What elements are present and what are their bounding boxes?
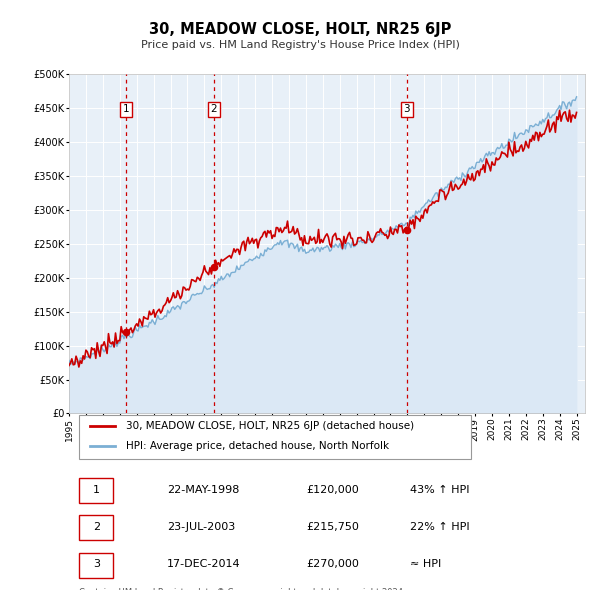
Text: ≈ HPI: ≈ HPI [410, 559, 441, 569]
Text: 23-JUL-2003: 23-JUL-2003 [167, 522, 235, 532]
FancyBboxPatch shape [79, 553, 113, 578]
Text: 30, MEADOW CLOSE, HOLT, NR25 6JP (detached house): 30, MEADOW CLOSE, HOLT, NR25 6JP (detach… [126, 421, 414, 431]
Text: 30, MEADOW CLOSE, HOLT, NR25 6JP: 30, MEADOW CLOSE, HOLT, NR25 6JP [149, 22, 451, 37]
Text: 2: 2 [93, 522, 100, 532]
Text: 1: 1 [93, 484, 100, 494]
Text: 22-MAY-1998: 22-MAY-1998 [167, 484, 239, 494]
Text: Price paid vs. HM Land Registry's House Price Index (HPI): Price paid vs. HM Land Registry's House … [140, 40, 460, 50]
Text: 43% ↑ HPI: 43% ↑ HPI [410, 484, 469, 494]
Text: 3: 3 [403, 104, 410, 114]
FancyBboxPatch shape [79, 415, 472, 459]
Text: 2: 2 [211, 104, 217, 114]
Text: 17-DEC-2014: 17-DEC-2014 [167, 559, 241, 569]
Text: 22% ↑ HPI: 22% ↑ HPI [410, 522, 469, 532]
Text: £215,750: £215,750 [307, 522, 359, 532]
Text: 1: 1 [123, 104, 130, 114]
FancyBboxPatch shape [79, 516, 113, 540]
Text: Contains HM Land Registry data © Crown copyright and database right 2024.
This d: Contains HM Land Registry data © Crown c… [79, 588, 406, 590]
Text: 3: 3 [93, 559, 100, 569]
Text: £120,000: £120,000 [307, 484, 359, 494]
FancyBboxPatch shape [79, 478, 113, 503]
Text: HPI: Average price, detached house, North Norfolk: HPI: Average price, detached house, Nort… [126, 441, 389, 451]
Text: £270,000: £270,000 [307, 559, 359, 569]
